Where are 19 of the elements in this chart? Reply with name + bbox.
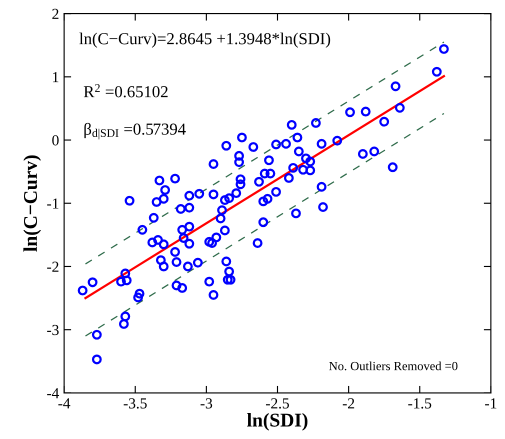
- annotation: β$_{d|SDI}$ =0.57394: [84, 122, 186, 140]
- x-tick-label: -2.5: [266, 398, 289, 409]
- y-tick-label: 0: [52, 135, 59, 146]
- annotation: No. Outliers Removed =0: [329, 361, 458, 370]
- x-tick-label: -1.5: [408, 398, 432, 409]
- x-tick-label: -2: [342, 398, 354, 408]
- y-tick-label: 1: [52, 72, 58, 82]
- y-axis-title: ln(C−Curv): [23, 155, 41, 252]
- y-tick-label: -2: [47, 262, 58, 272]
- y-tick-label: -4: [47, 388, 60, 398]
- x-tick-label: -3: [200, 398, 212, 409]
- y-tick-label: 2: [52, 8, 58, 19]
- x-tick-label: -1: [485, 398, 496, 408]
- y-tick-label: -3: [47, 324, 59, 336]
- x-tick-label: -3.5: [124, 398, 147, 409]
- y-tick-label: -1: [47, 198, 58, 209]
- annotation: R$^{2}$ =0.65102: [84, 84, 168, 98]
- x-axis-title: ln(SDI): [247, 413, 308, 431]
- annotation: ln(C−Curv)=2.8645 +1.3948*ln(SDI): [79, 32, 330, 48]
